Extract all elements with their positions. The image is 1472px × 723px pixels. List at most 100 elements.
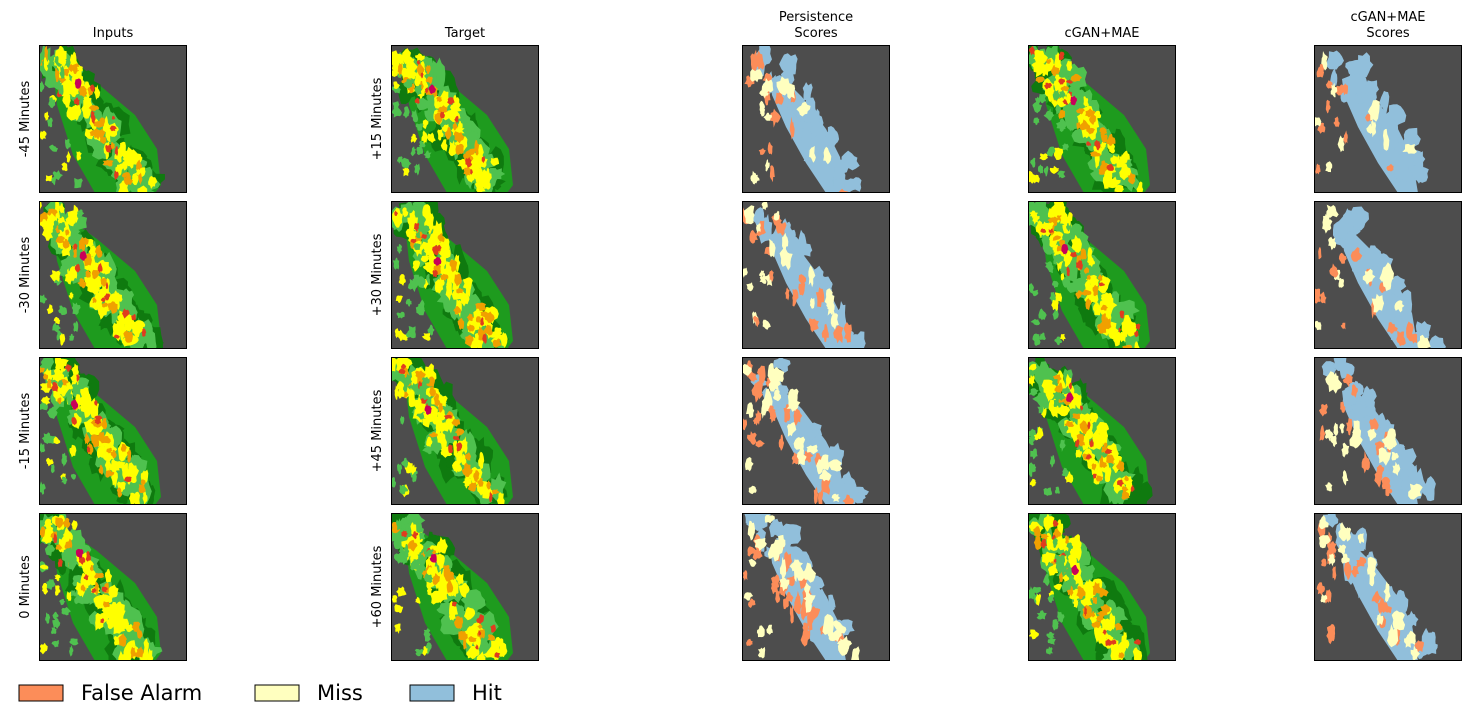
radar-echo-cell [122, 308, 130, 319]
panel-frame [742, 513, 890, 661]
radar-echo-cell [1097, 587, 1109, 598]
radar-echo-cell [1066, 585, 1074, 597]
radar-echo-cell [1075, 439, 1080, 449]
score-speck [758, 148, 766, 155]
radar-echo-cell [78, 236, 86, 251]
radar-echo-cell [449, 259, 458, 273]
panel-inputs-row-3 [39, 513, 187, 661]
legend-swatch-miss [254, 684, 300, 702]
score-miss-cell [753, 537, 767, 552]
radar-echo-speck [1036, 610, 1047, 620]
radar-echo-cell [1079, 420, 1090, 435]
radar-echo-cell [1041, 551, 1056, 568]
radar-echo-cell [1085, 454, 1092, 460]
score-miss-cell [850, 646, 860, 661]
radar-echo-core [75, 548, 84, 558]
score-false-alarm-cell [807, 610, 814, 631]
radar-echo-cell [1031, 61, 1046, 73]
radar-echo-cell [1096, 610, 1108, 617]
score-speck [1343, 130, 1348, 145]
radar-echo-speck [58, 222, 66, 233]
score-miss-cell [1337, 544, 1347, 556]
score-miss-cell [789, 559, 803, 572]
radar-echo-speck [398, 274, 406, 286]
radar-echo-cell [436, 244, 442, 252]
score-miss-cell [809, 145, 816, 163]
radar-echo-speck [426, 566, 436, 576]
radar-echo-speck [1042, 64, 1049, 77]
radar-echo-speck [44, 544, 56, 557]
radar-echo-speck [58, 56, 67, 65]
score-false-alarm-cell [778, 434, 785, 451]
radar-echo-speck [414, 84, 423, 96]
score-miss-cell [769, 238, 776, 258]
score-false-alarm-cell [818, 489, 824, 505]
radar-echo-cell [440, 139, 448, 152]
radar-echo-cell [121, 172, 130, 178]
radar-echo-speck [395, 295, 403, 303]
radar-echo-speck [1038, 308, 1047, 321]
radar-echo-speck [1057, 611, 1065, 623]
radar-echo-speck [1061, 467, 1069, 478]
radar-echo-cell [1121, 491, 1130, 500]
radar-echo-cell [452, 121, 458, 131]
radar-echo-speck [1040, 406, 1047, 418]
radar-echo-cell [86, 551, 90, 557]
radar-echo-cell [77, 277, 87, 289]
radar-echo-speck [1057, 170, 1066, 179]
radar-echo-cell [1056, 404, 1071, 417]
radar-echo-cell [136, 629, 143, 640]
score-miss-cell [824, 288, 833, 305]
radar-echo-cell [436, 536, 448, 554]
score-speck [1321, 558, 1327, 567]
score-false-alarm-cell [813, 486, 819, 505]
radar-echo-cell [1066, 60, 1073, 72]
score-false-alarm-cell [1387, 321, 1398, 334]
radar-echo-cell [424, 109, 435, 122]
radar-echo-cell [1066, 266, 1070, 277]
radar-echo-cell [437, 129, 444, 141]
score-hit-cell [1348, 73, 1368, 96]
radar-echo-cell [86, 445, 91, 453]
radar-echo-cell [1134, 330, 1139, 338]
radar-echo-speck [1053, 253, 1064, 264]
radar-echo-cell [493, 327, 503, 336]
radar-echo-speck [44, 111, 50, 121]
radar-echo-cell [1076, 586, 1086, 600]
score-hit-cell [1406, 610, 1419, 629]
score-miss-cell [827, 631, 840, 642]
radar-echo-speck [1028, 436, 1034, 446]
radar-echo-cell [113, 170, 119, 180]
radar-echo-cell [111, 616, 126, 635]
radar-echo-cell [429, 386, 436, 397]
score-hit-cell [1429, 335, 1446, 349]
radar-echo-cell [402, 207, 409, 217]
radar-echo-speck [39, 130, 47, 140]
radar-echo-cell [443, 565, 451, 572]
radar-echo-cell [468, 636, 477, 642]
radar-echo-speck [71, 381, 81, 393]
radar-echo-cell [55, 235, 66, 244]
radar-echo-cell [105, 282, 109, 290]
radar-echo-speck [408, 524, 414, 535]
radar-echo-cell [464, 334, 474, 347]
radar-echo-speck [69, 444, 77, 458]
radar-echo-cell [1099, 127, 1108, 136]
row-label-target-0: +15 Minutes [370, 77, 385, 160]
radar-echo-cell [1099, 426, 1109, 446]
score-miss-cell [1379, 262, 1394, 282]
score-speck [1325, 161, 1333, 173]
row-label-inputs-0: -45 Minutes [18, 81, 33, 158]
radar-echo-speck [77, 64, 83, 72]
score-hit-cell [781, 523, 802, 545]
score-miss-cell [1378, 447, 1392, 466]
radar-echo-cell [1062, 250, 1073, 267]
radar-echo-core [74, 78, 82, 89]
radar-echo-cell [125, 623, 134, 633]
radar-echo-cell [478, 630, 482, 637]
radar-echo-cell [1094, 139, 1101, 151]
radar-echo-speck [50, 463, 55, 474]
radar-echo-speck [1046, 146, 1056, 157]
radar-echo-cell [1109, 612, 1116, 630]
radar-echo-speck [1030, 157, 1036, 168]
